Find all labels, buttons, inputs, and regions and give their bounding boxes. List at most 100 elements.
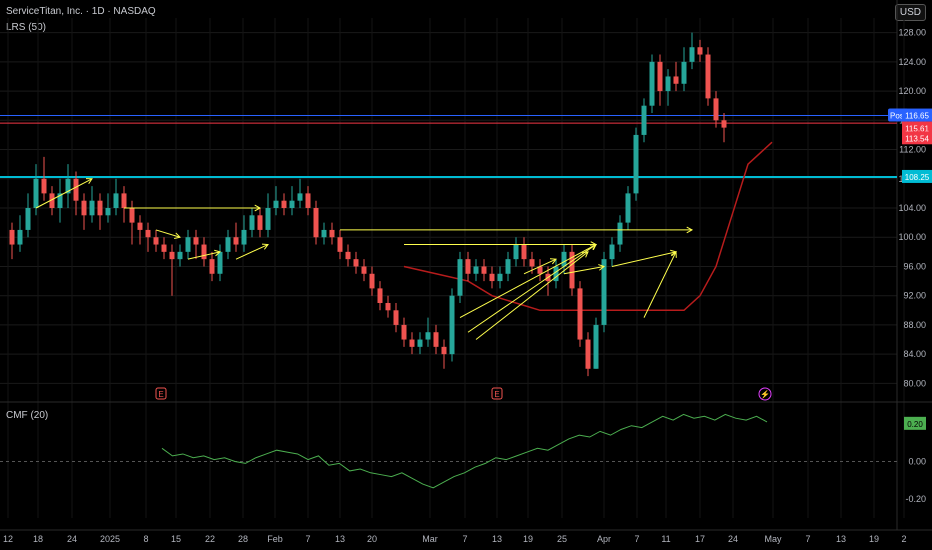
earnings-marker <box>491 387 503 400</box>
candle-body <box>713 98 719 121</box>
y-tick-label: 120.00 <box>898 86 926 96</box>
candle-body <box>217 251 223 274</box>
candle-body <box>17 229 23 245</box>
candle-body <box>561 251 567 267</box>
trend-arrowhead <box>261 243 269 250</box>
trend-arrow <box>155 229 181 238</box>
y-tick-label: 128.00 <box>898 28 926 38</box>
candle-body <box>409 339 415 347</box>
trend-arrowhead <box>670 250 677 258</box>
candle-body <box>689 47 695 62</box>
candle-body <box>625 193 631 223</box>
x-tick-label: 13 <box>492 534 502 544</box>
y-tick-label: 88.00 <box>903 320 926 330</box>
trend-arrowhead <box>85 178 93 185</box>
candle-body <box>617 222 623 245</box>
y-tick-label: 92.00 <box>903 291 926 301</box>
x-tick-label: 17 <box>695 534 705 544</box>
x-tick-label: 13 <box>836 534 846 544</box>
candle-body <box>313 208 319 238</box>
candle-body <box>201 244 207 260</box>
candle-body <box>89 200 95 216</box>
candle-body <box>449 295 455 355</box>
post-tag-label: Post <box>890 112 907 121</box>
x-tick-label: 24 <box>67 534 77 544</box>
trend-arrow <box>563 265 605 275</box>
price-tag-label: 108.25 <box>905 173 930 182</box>
indicator-label[interactable]: LRS (50) <box>6 22 47 33</box>
lrs-line <box>403 141 773 312</box>
candle-body <box>481 266 487 274</box>
candle-body <box>513 244 519 260</box>
candle-body <box>505 259 511 274</box>
x-tick-label: 7 <box>462 534 467 544</box>
x-tick-label: 7 <box>305 534 310 544</box>
candle-body <box>569 251 575 289</box>
x-tick-label: 25 <box>557 534 567 544</box>
trend-arrow <box>235 244 269 260</box>
candle-body <box>465 259 471 274</box>
cmf-y-tick: 0.00 <box>908 457 926 467</box>
x-tick-label: 20 <box>367 534 377 544</box>
trend-arrowhead <box>549 258 557 265</box>
candle-body <box>705 54 711 99</box>
candle-body <box>169 251 175 260</box>
candle-body <box>257 215 263 230</box>
candle-body <box>329 229 335 238</box>
trend-arrow <box>643 251 677 318</box>
earnings-marker-label: E <box>158 390 163 399</box>
candle-body <box>49 193 55 208</box>
candle-body <box>649 61 655 106</box>
candle-body <box>601 259 607 325</box>
trend-arrowhead <box>214 249 222 257</box>
candle-body <box>425 332 431 340</box>
trend-arrowhead <box>598 264 606 271</box>
candle-body <box>673 76 679 84</box>
lightning-icon <box>758 387 772 401</box>
trend-arrowhead <box>174 232 181 239</box>
x-tick-label: 2 <box>901 534 906 544</box>
candle-body <box>161 244 167 252</box>
candle-body <box>113 193 119 208</box>
candle-body <box>641 105 647 135</box>
price-tag-label: 116.65 <box>905 112 929 121</box>
candle-body <box>41 178 47 194</box>
candle-body <box>25 208 31 230</box>
candle-body <box>249 215 255 230</box>
candle-body <box>57 193 63 208</box>
x-tick-label: 19 <box>523 534 533 544</box>
x-tick-label: 7 <box>805 534 810 544</box>
earnings-marker <box>155 387 167 400</box>
price-tag-label: 113.54 <box>905 134 929 143</box>
x-tick-label: 11 <box>661 534 670 544</box>
x-tick-label: 8 <box>143 534 148 544</box>
candle-body <box>281 200 287 208</box>
x-tick-label: 2025 <box>100 534 120 544</box>
x-tick-label: 22 <box>205 534 215 544</box>
candle-body <box>65 178 71 194</box>
x-tick-label: 12 <box>3 534 13 544</box>
y-tick-label: 96.00 <box>903 261 926 271</box>
trend-arrowhead <box>254 204 262 212</box>
cmf-value-label: 0.20 <box>907 420 923 429</box>
chart-title: ServiceTitan, Inc. · 1D · NASDAQ <box>6 6 156 17</box>
candle-body <box>361 266 367 274</box>
candle-body <box>417 339 423 347</box>
candle-body <box>337 237 343 252</box>
trend-arrow <box>611 251 677 267</box>
candle-body <box>137 222 143 230</box>
price-tag <box>902 169 932 183</box>
y-tick-label: 124.00 <box>898 57 926 67</box>
trend-arrow <box>475 251 589 340</box>
candle-body <box>321 229 327 238</box>
candle-body <box>193 237 199 245</box>
candle-body <box>577 288 583 340</box>
price-tag <box>902 108 932 122</box>
currency-button[interactable]: USD <box>894 4 926 21</box>
candle-body <box>497 273 503 282</box>
trend-arrow <box>467 244 597 333</box>
candle-body <box>457 259 463 296</box>
candle-body <box>305 193 311 208</box>
candle-body <box>121 193 127 208</box>
